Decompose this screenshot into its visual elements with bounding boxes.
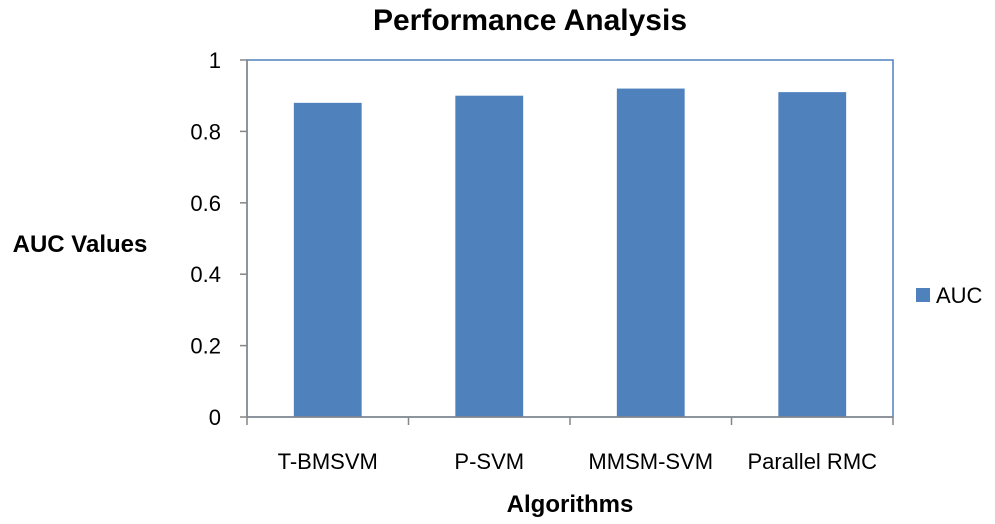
chart-title: Performance Analysis	[373, 4, 687, 37]
bar-t-bmsvm	[293, 102, 362, 417]
bar-p-svm	[455, 95, 524, 417]
x-tick-label: T-BMSVM	[278, 449, 378, 474]
bar-mmsm-svm	[616, 88, 685, 417]
legend-swatch	[916, 288, 930, 302]
x-tick-label: MMSM-SVM	[588, 449, 713, 474]
y-tick-label: 0	[209, 405, 221, 430]
y-tick-label: 0.4	[190, 262, 221, 287]
x-tick-label: Parallel RMC	[747, 449, 877, 474]
x-axis-title: Algorithms	[507, 491, 634, 518]
y-tick-label: 0.8	[190, 119, 221, 144]
bars	[293, 88, 847, 417]
x-axis: T-BMSVM P-SVM MMSM-SVM Parallel RMC	[246, 416, 894, 474]
y-tick-label: 1	[209, 48, 221, 73]
y-tick-label: 0.2	[190, 334, 221, 359]
legend-label: AUC	[936, 283, 983, 308]
x-tick-label: P-SVM	[454, 449, 524, 474]
y-tick-label: 0.6	[190, 191, 221, 216]
y-axis: 0 0.2 0.4 0.6 0.8 1	[190, 48, 248, 430]
y-axis-title: AUC Values	[13, 231, 148, 258]
legend: AUC	[916, 283, 983, 308]
bar-parallel-rmc	[778, 92, 847, 417]
